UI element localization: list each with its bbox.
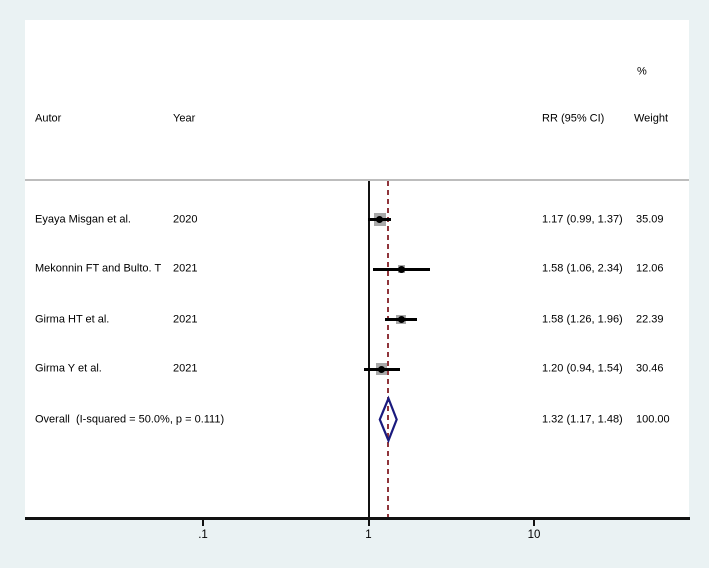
x-axis-tick — [367, 519, 370, 526]
study-year-label: 2021 — [173, 362, 198, 375]
overall-label: Overall (I-squared = 50.0%, p = 0.111) — [35, 413, 225, 425]
study-autor-label: Eyaya Misgan et al. — [35, 213, 131, 225]
study-autor-label: Girma HT et al. — [35, 313, 110, 325]
x-axis-tick — [533, 519, 535, 526]
study-rr-ci-label: 1.20 (0.94, 1.54) — [542, 362, 623, 375]
null-reference-line — [367, 181, 370, 519]
x-axis-tick-label: 10 — [527, 529, 541, 541]
column-header-autor: Autor — [35, 112, 62, 125]
study-rr-ci-label: 1.17 (0.99, 1.37) — [542, 213, 623, 225]
study-year-label: 2021 — [173, 262, 198, 275]
column-header-percent: % — [637, 65, 647, 78]
plot-background — [25, 20, 689, 519]
header-separator-line — [25, 179, 689, 181]
point-estimate-marker — [397, 265, 405, 273]
study-autor-label: Girma Y et al. — [35, 362, 102, 375]
study-weight-label: 35.09 — [636, 213, 664, 225]
column-header-weight: Weight — [634, 112, 669, 125]
x-axis-tick-label: .1 — [198, 529, 208, 541]
study-rr-ci-label: 1.58 (1.26, 1.96) — [542, 313, 623, 325]
study-weight-label: 22.39 — [636, 313, 664, 325]
x-axis-line — [25, 517, 690, 520]
study-rr-ci-label: 1.58 (1.06, 2.34) — [542, 262, 623, 275]
overall-rr-ci-label: 1.32 (1.17, 1.48) — [542, 413, 623, 425]
point-estimate-marker — [397, 316, 405, 323]
study-weight-label: 12.06 — [636, 262, 664, 275]
overall-weight-label: 100.00 — [636, 413, 670, 425]
column-header-year: Year — [173, 112, 196, 125]
point-estimate-marker — [376, 216, 384, 223]
study-year-label: 2020 — [173, 213, 198, 225]
study-year-label: 2021 — [173, 313, 198, 325]
x-axis-tick — [202, 519, 204, 526]
column-header-rr: RR (95% CI) — [542, 112, 605, 125]
study-autor-label: Mekonnin FT and Bulto. T — [35, 262, 162, 275]
overall-estimate-dashed-line — [387, 181, 389, 519]
study-weight-label: 30.46 — [636, 362, 664, 375]
point-estimate-marker — [378, 365, 386, 373]
x-axis-tick-label: 1 — [365, 529, 372, 541]
